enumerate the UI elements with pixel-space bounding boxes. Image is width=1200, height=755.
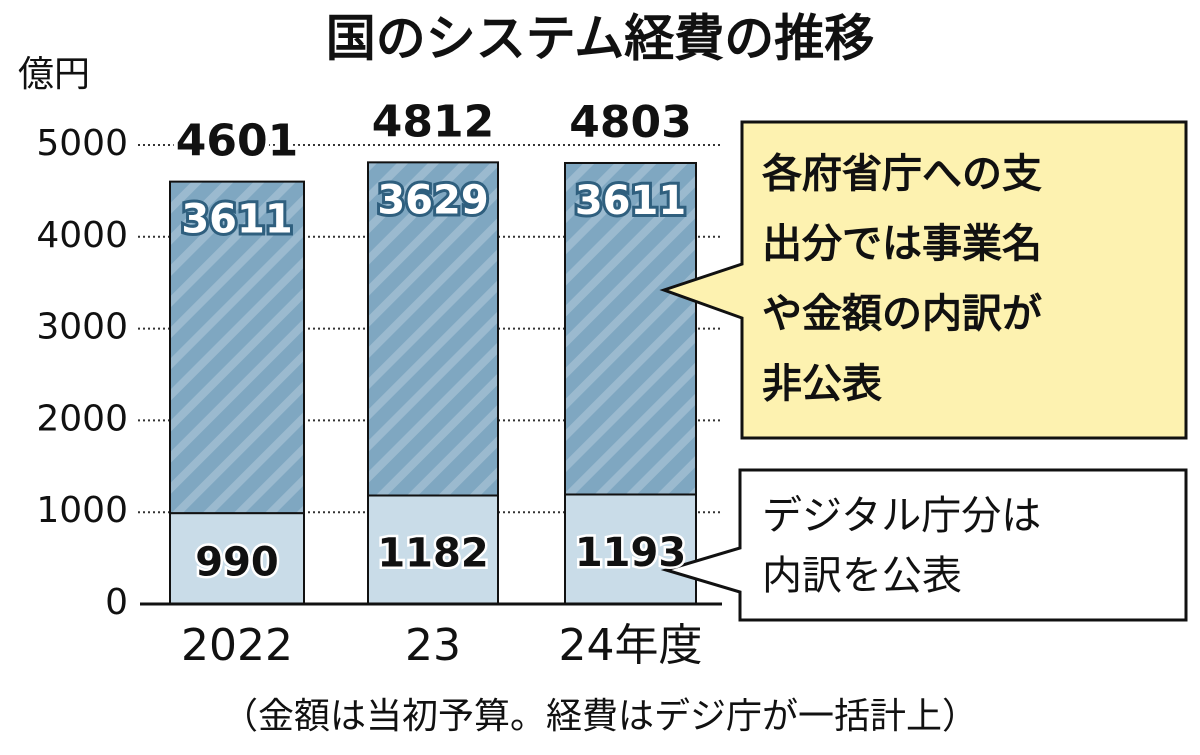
y-tick-label: 0 [105,582,128,623]
annotation-text: 内訳を公表 [762,553,962,599]
x-tick-label: 23 [405,620,461,671]
value-label: 1193 [575,530,686,576]
y-tick-label: 5000 [36,123,128,164]
total-label: 4803 [569,97,691,148]
value-label: 3611 [575,178,686,224]
total-label: 4812 [372,96,494,147]
callout-box [660,468,1188,622]
y-tick-label: 2000 [36,398,128,439]
annotation-text: 非公表 [762,361,882,407]
callout-box [659,120,1188,440]
y-tick-label: 4000 [36,215,128,256]
y-unit: 億円 [18,54,90,95]
bar-segment [564,161,697,496]
bar-segment [169,180,305,515]
bar-segment [367,494,499,605]
y-tick-label: 1000 [36,490,128,531]
bar-segment [169,512,305,605]
annotation-text: や金額の内訳が [762,291,1042,337]
x-tick-label: 2022 [181,620,293,671]
value-label: 990 [195,540,279,586]
y-tick-label: 3000 [36,307,128,348]
value-label: 3629 [377,177,488,223]
x-tick-label: 24年度 [559,620,703,671]
total-label: 4601 [176,116,298,167]
footnote: （金額は当初予算。経費はデジ庁が一括計上） [222,696,978,737]
annotation-text: 各府省庁への支 [762,151,1042,197]
bar-segment [367,161,499,497]
annotation-text: デジタル庁分は [762,493,1041,539]
chart-title: 国のシステム経費の推移 [326,10,875,68]
value-label: 1182 [377,531,488,577]
annotation-text: 出分では事業名 [762,221,1042,267]
value-label: 3611 [181,197,292,243]
